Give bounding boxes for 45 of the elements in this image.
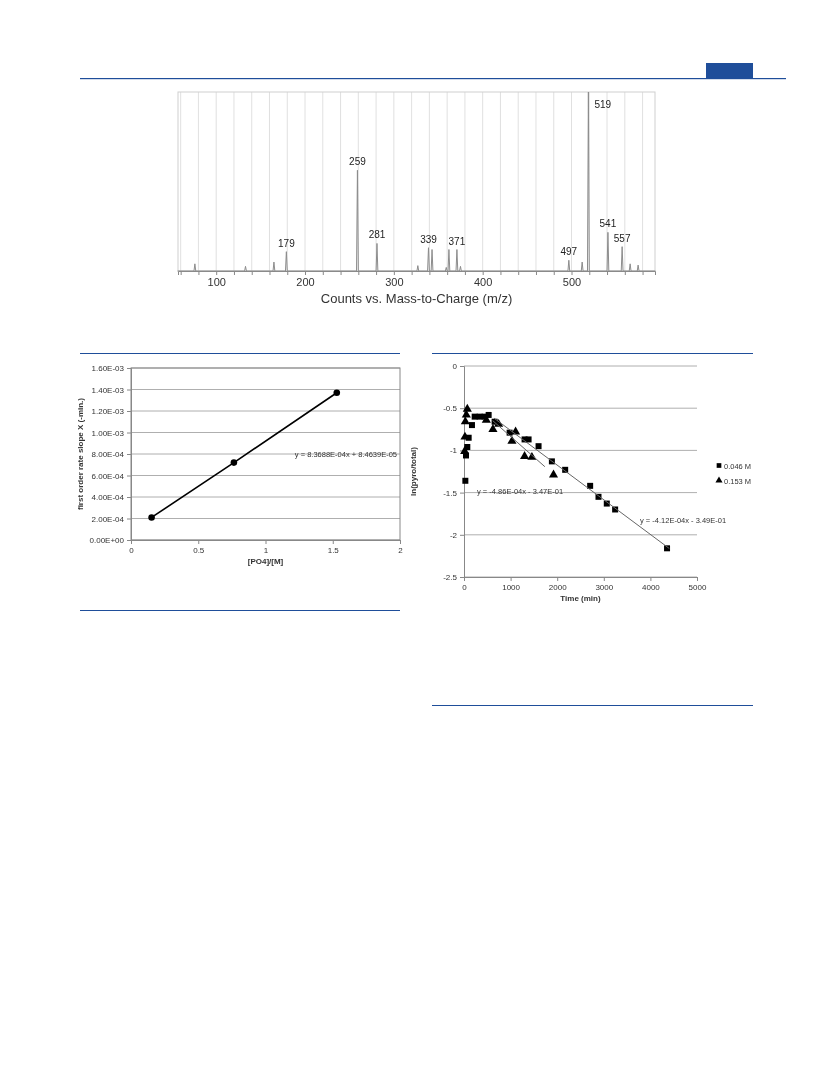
annotation: 557 [613,232,631,244]
y-tick-label: 0.00E+00 [89,536,125,546]
x-axis-title: [PO4]/[M] [247,557,284,566]
x-axis-title: Counts vs. Mass-to-Charge (m/z) [320,291,513,306]
x-tick-label: 2000 [548,582,568,592]
y-tick-label: -2.5 [443,573,458,583]
y-axis-title: ln(pyro/total) [409,446,418,496]
x-tick-label: 2 [398,545,404,555]
x-tick-label: 500 [562,275,582,288]
annotation: 519 [594,99,612,110]
y-tick-label: -1.5 [443,488,458,498]
y-tick-label: 0 [452,362,458,372]
x-tick-label: 3000 [595,582,614,592]
annotation: 281 [368,229,386,241]
x-tick-label: 100 [207,275,226,288]
annotation: 541 [599,218,617,230]
annotation: 371 [448,235,466,247]
x-tick-label: 0 [129,545,135,555]
x-tick-label: 4000 [642,582,661,592]
y-tick-label: -1 [449,446,458,456]
x-tick-label: 1000 [502,582,521,592]
y-tick-label: -0.5 [443,404,458,414]
y-tick-label: 1.40E-03 [91,385,125,395]
y-tick-label: 1.20E-03 [91,407,125,417]
x-tick-label: 300 [385,275,404,288]
annotation: 179 [278,237,296,249]
annotation: 497 [560,246,578,258]
y-tick-label: 2.00E-04 [91,514,125,524]
y-tick-label: 1.00E-03 [91,428,125,438]
x-tick-label: 1 [263,545,269,555]
annotation: 339 [420,233,438,245]
y-tick-label: 1.60E-03 [91,364,125,374]
y-tick-label: 6.00E-04 [91,471,125,481]
x-tick-label: 400 [474,275,493,288]
x-tick-label: 5000 [688,582,707,592]
y-tick-label: 4.00E-04 [91,493,125,503]
y-axis-title: first order rate slope X (-min.) [76,397,85,511]
annotation: 259 [349,156,367,168]
x-tick-label: 200 [296,275,315,288]
x-tick-label: 0 [462,582,468,592]
x-tick-label: 0.5 [193,545,205,555]
y-tick-label: -2 [449,530,458,540]
y-tick-label: 8.00E-04 [91,450,125,460]
x-axis-title: Time (min) [560,594,601,603]
x-tick-label: 1.5 [327,545,340,555]
